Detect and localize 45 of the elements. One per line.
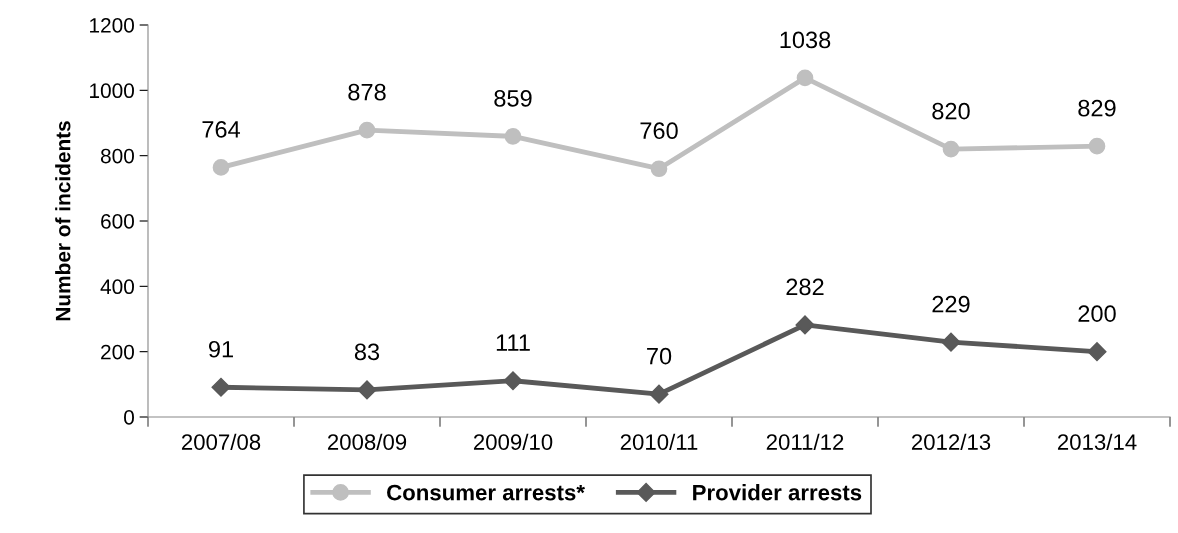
y-tick-label: 1200	[90, 18, 134, 33]
x-tick-label: 2008/09	[327, 433, 407, 450]
point	[942, 140, 960, 158]
point	[796, 69, 814, 87]
point	[1088, 137, 1106, 155]
data-label: 282	[786, 278, 824, 296]
data-label: 111	[496, 334, 530, 351]
data-label: 229	[932, 295, 970, 313]
point	[941, 332, 961, 352]
data-label: 83	[354, 343, 380, 361]
legend-label: Provider arrests	[693, 484, 862, 501]
data-label: 91	[208, 340, 233, 358]
data-label: 859	[494, 90, 532, 107]
point	[1087, 342, 1107, 362]
point	[650, 160, 668, 178]
point	[503, 371, 523, 391]
y-tick-label: 600	[101, 214, 134, 229]
point	[357, 380, 377, 400]
point	[211, 377, 231, 397]
point	[649, 384, 669, 404]
x-tick-label: 2012/13	[911, 433, 991, 450]
x-tick-label: 2011/12	[766, 433, 844, 450]
point	[212, 159, 230, 176]
data-label: 70	[647, 347, 672, 365]
y-axis-title: Number of incidents	[55, 121, 71, 321]
data-label: 1038	[780, 31, 831, 49]
data-label: 200	[1078, 305, 1116, 322]
x-tick-label: 2007/08	[181, 433, 261, 450]
point	[504, 128, 522, 145]
legend-label: Consumer arrests*	[387, 484, 585, 501]
y-tick-label: 200	[101, 344, 134, 360]
data-label: 764	[202, 121, 241, 138]
x-tick-label: 2010/11	[620, 433, 698, 450]
y-tick-label: 1000	[90, 83, 134, 99]
point	[795, 315, 815, 335]
data-label: 829	[1078, 99, 1116, 117]
data-label: 820	[932, 102, 970, 120]
x-tick-label: 2009/10	[473, 433, 553, 450]
y-tick-label: 400	[100, 279, 134, 295]
data-label: 760	[640, 122, 678, 140]
data-label: 878	[348, 83, 386, 101]
y-tick-label: 800	[100, 148, 134, 164]
x-tick-label: 2013/14	[1057, 433, 1137, 450]
point	[358, 121, 376, 139]
y-tick-label: 0	[124, 410, 134, 425]
